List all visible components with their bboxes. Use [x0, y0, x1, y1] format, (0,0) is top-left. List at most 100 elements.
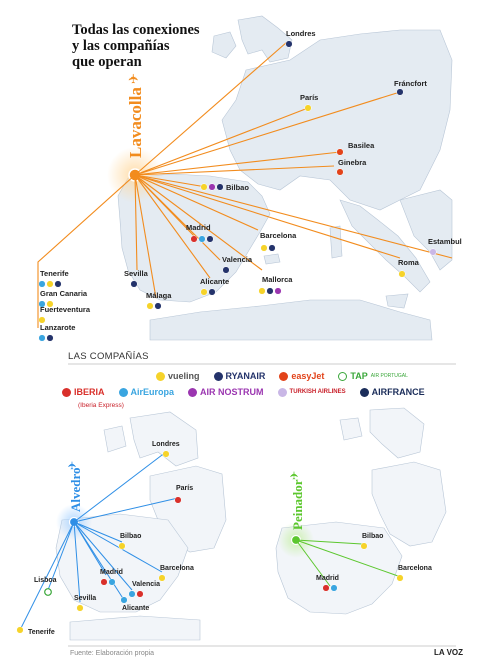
airline-dot-vueling: [118, 542, 126, 550]
airline-dot-tap: [44, 588, 52, 596]
city-label-londres: Londres: [152, 441, 180, 448]
airline-dot-vueling: [396, 574, 404, 582]
airline-dot-ryanair: [54, 280, 62, 288]
iberia-brand-label: IBERIA: [74, 387, 105, 397]
airline-dot-iberia: [100, 578, 108, 586]
airline-dot-ryanair: [216, 183, 224, 191]
city-label-alicante: Alicante: [200, 277, 229, 286]
city-label-paris: París: [300, 93, 318, 102]
title-line-2: y las compañías: [72, 38, 170, 54]
tap-color-dot: [338, 371, 348, 381]
airline-dot-ryanair: [130, 280, 138, 288]
city-label-gran-canaria: Gran Canaria: [40, 289, 88, 298]
airline-dot-iberia: [174, 496, 182, 504]
city-label-bilbao: Bilbao: [362, 533, 383, 540]
alvedro-label: Alvedro: [68, 467, 83, 512]
city-label-basilea: Basilea: [348, 141, 375, 150]
city-label-barcelona: Barcelona: [398, 565, 432, 572]
city-label-madrid: Madrid: [186, 223, 211, 232]
airline-dot-aireuropa: [198, 235, 206, 243]
route-barcelona: [134, 174, 259, 231]
airline-dot-vueling: [46, 280, 54, 288]
airline-dot-vueling: [260, 244, 268, 252]
airnostrum-brand-label: AIR NOSTRUM: [200, 387, 264, 397]
airline-dot-vueling: [76, 604, 84, 612]
city-label-madrid: Madrid: [316, 575, 339, 582]
airline-dot-iberia: [322, 584, 330, 592]
publisher-brand: LA VOZ: [434, 648, 464, 657]
airline-dot-airnostrum: [274, 287, 282, 295]
city-label-madrid: Madrid: [100, 569, 123, 576]
page-title: Todas las conexiones y las compañías que…: [72, 22, 200, 70]
vueling-brand-label: vueling: [168, 371, 200, 381]
airline-dot-aireuropa: [108, 578, 116, 586]
route-mallorca: [134, 174, 263, 271]
land-peinador-france: [371, 461, 447, 547]
airline-dot-ryanair: [396, 88, 404, 96]
companies-section-label: LAS COMPAÑÍAS: [68, 351, 149, 362]
legend-item-iberia: IBERIA: [62, 387, 105, 397]
legend-row-2: IBERIA AirEuropa AIR NOSTRUM TURKISH AIRLIN…: [62, 382, 435, 402]
airline-dot-aireuropa: [38, 334, 46, 342]
route-alvedro-sevilla: [73, 521, 81, 603]
iberia-express-note: (Iberia Express): [78, 402, 124, 409]
airline-dot-vueling: [200, 288, 208, 296]
alvedro-map-cities: Londres París Bilbao Barcelona Lisboa Madrid V…: [16, 441, 194, 636]
airline-dot-aireuropa: [330, 584, 338, 592]
vueling-color-dot: [156, 371, 165, 381]
airline-dot-vueling: [258, 287, 266, 295]
aireuropa-brand-label: AirEuropa: [130, 387, 175, 397]
land-balearics: [263, 253, 281, 265]
city-label-sevilla: Sevilla: [124, 269, 149, 278]
alvedro-plane-icon: ✈: [67, 461, 79, 470]
lavacolla-label: Lavacolla: [126, 87, 145, 158]
legend-item-turkish: TURKISH AIRLINES: [277, 387, 346, 397]
aireuropa-color-dot: [118, 387, 128, 397]
route-alvedro-bilbao: [73, 521, 123, 543]
airline-dot-ryanair: [268, 244, 276, 252]
land-italy: [339, 199, 431, 293]
airline-dot-ryanair: [206, 235, 214, 243]
city-label-lanzarote: Lanzarote: [40, 323, 75, 332]
airline-dot-vueling: [398, 270, 406, 278]
airline-dot-turkish: [429, 248, 437, 256]
tap-sub-label: AIR PORTUGAL: [370, 373, 408, 379]
airfrance-brand-label: AIRFRANCE: [371, 387, 425, 397]
route-francfort: [134, 91, 401, 176]
alvedro-routes: [19, 451, 179, 631]
land-balkans: [399, 189, 453, 271]
airline-dot-ryanair: [208, 288, 216, 296]
ryanair-color-dot: [213, 371, 223, 381]
route-alvedro-londres: [73, 451, 167, 523]
route-alvedro-lisboa: [47, 521, 75, 591]
city-label-bilbao: Bilbao: [226, 183, 249, 192]
airline-dot-aireuropa: [128, 590, 136, 598]
route-roma: [134, 174, 401, 259]
source-note: Fuente: Elaboración propia: [70, 650, 155, 657]
route-paris: [134, 107, 309, 176]
easyjet-color-dot: [279, 371, 289, 381]
city-label-tenerife: Tenerife: [40, 269, 69, 278]
title-line-3: que operan: [72, 54, 142, 70]
airline-dot-easyjet: [336, 148, 344, 156]
airline-dot-vueling: [200, 183, 208, 191]
airline-dot-ryanair: [46, 334, 54, 342]
route-alvedro-valencia: [73, 521, 133, 591]
airline-dot-ryanair: [154, 302, 162, 310]
airline-dot-aireuropa: [38, 280, 46, 288]
land-sardinia: [329, 225, 343, 259]
easyjet-brand-label: easyJet: [291, 371, 325, 381]
route-londres: [134, 41, 288, 176]
land-alvedro-africa: [69, 615, 201, 641]
route-sevilla: [134, 174, 138, 271]
land-alvedro-ireland: [103, 425, 127, 453]
airline-dot-ryanair: [266, 287, 274, 295]
title-line-1: Todas las conexiones: [72, 22, 200, 38]
city-label-francfort: Fráncfort: [394, 79, 427, 88]
route-peinador-madrid: [295, 539, 331, 587]
airline-dot-iberia: [136, 590, 144, 598]
land-alvedro-uk: [129, 411, 199, 467]
airline-dot-vueling: [46, 300, 54, 308]
route-basilea: [134, 151, 341, 176]
route-alvedro-tenerife: [19, 521, 75, 631]
